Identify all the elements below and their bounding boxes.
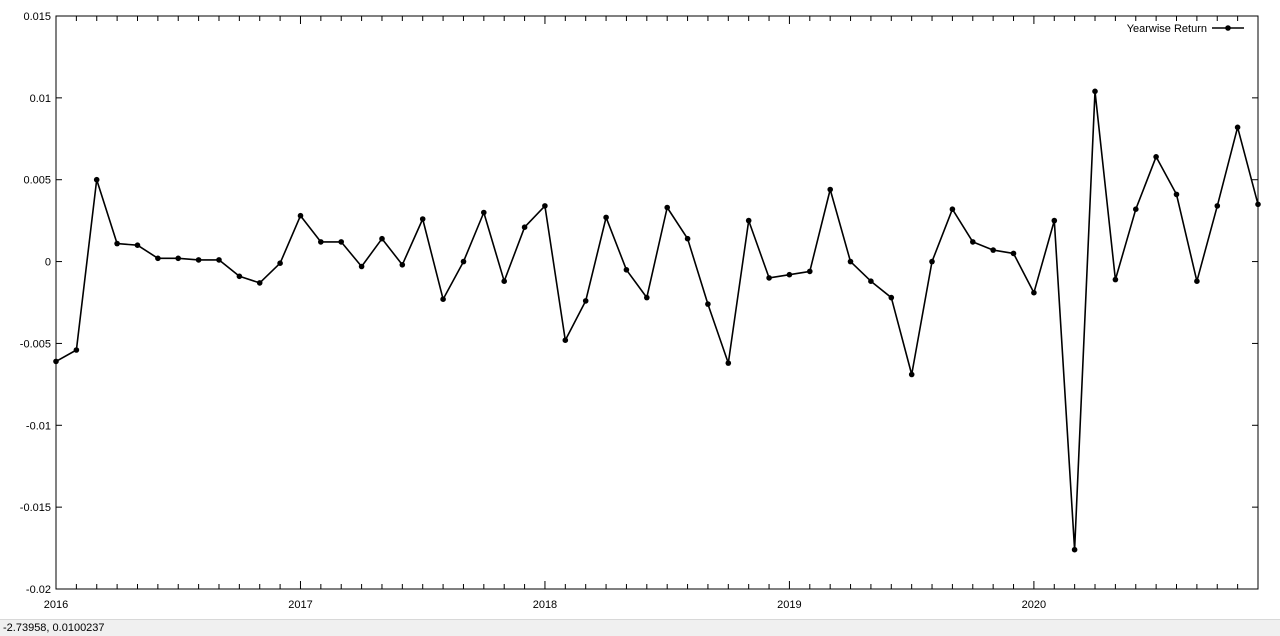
data-point[interactable]	[970, 239, 976, 245]
data-point[interactable]	[807, 268, 813, 275]
x-tick-label: 2020	[1022, 599, 1046, 611]
data-point[interactable]	[908, 371, 915, 378]
data-point[interactable]	[929, 258, 935, 265]
x-axis: 2016 2017 2018 2019 2020	[44, 16, 1259, 611]
y-tick-label: 0.015	[23, 11, 51, 23]
data-point[interactable]	[318, 239, 324, 245]
data-point[interactable]	[175, 255, 181, 262]
data-point[interactable]	[256, 280, 263, 286]
data-point[interactable]	[134, 242, 141, 248]
data-point[interactable]	[1031, 289, 1037, 296]
data-point[interactable]	[888, 294, 895, 301]
data-point[interactable]	[216, 257, 222, 263]
data-point[interactable]	[419, 216, 426, 222]
y-tick-label: 0.01	[30, 93, 51, 105]
data-point[interactable]	[358, 263, 365, 270]
data-point[interactable]	[786, 271, 793, 278]
data-point[interactable]	[1133, 206, 1139, 212]
data-point[interactable]	[338, 239, 345, 245]
plot-window[interactable]: 0.015 0.01 0.005 0 -0.005 -0.01 -0.015 -0.02 20…	[0, 0, 1280, 619]
data-point[interactable]	[827, 186, 833, 193]
data-point[interactable]	[542, 203, 548, 209]
data-point[interactable]	[195, 257, 202, 263]
plot-area[interactable]	[55, 15, 1259, 590]
data-point[interactable]	[114, 240, 120, 247]
data-point[interactable]	[460, 258, 467, 265]
y-axis: 0.015 0.01 0.005 0 -0.005 -0.01 -0.015 -0.02	[20, 11, 1258, 596]
data-point[interactable]	[562, 337, 569, 344]
legend-marker-sample	[1225, 25, 1231, 31]
data-point[interactable]	[277, 260, 283, 267]
data-point[interactable]	[93, 176, 100, 183]
data-point[interactable]	[1092, 88, 1098, 95]
data-point[interactable]	[725, 360, 732, 366]
data-point[interactable]	[236, 273, 243, 280]
data-point[interactable]	[705, 301, 711, 307]
y-tick-label: -0.005	[20, 338, 51, 350]
x-tick-label: 2017	[288, 599, 312, 611]
data-point[interactable]	[603, 214, 609, 221]
data-point[interactable]	[1010, 250, 1017, 257]
data-point[interactable]	[623, 267, 630, 273]
data-point[interactable]	[1255, 201, 1261, 208]
line-chart[interactable]: 0.015 0.01 0.005 0 -0.005 -0.01 -0.015 -0.02 20…	[0, 0, 1280, 619]
data-point[interactable]	[521, 224, 528, 230]
data-point[interactable]	[1112, 276, 1119, 283]
x-tick-label: 2019	[777, 599, 801, 611]
y-tick-label: -0.02	[26, 584, 51, 596]
y-tick-label: -0.01	[26, 420, 51, 432]
data-point[interactable]	[1214, 203, 1221, 209]
y-tick-label: -0.015	[20, 502, 51, 514]
legend-label: Yearwise Return	[1127, 23, 1207, 35]
data-point[interactable]	[1234, 124, 1241, 131]
data-point[interactable]	[1153, 154, 1159, 160]
data-point[interactable]	[1071, 546, 1078, 553]
data-point[interactable]	[644, 294, 650, 301]
data-point[interactable]	[53, 358, 59, 365]
data-point[interactable]	[949, 206, 956, 212]
data-point[interactable]	[440, 296, 446, 303]
data-point[interactable]	[766, 275, 772, 281]
data-point[interactable]	[1051, 217, 1058, 224]
x-tick-label: 2018	[533, 599, 557, 611]
data-point[interactable]	[868, 278, 874, 285]
data-point[interactable]	[399, 262, 406, 268]
series-line	[55, 90, 1259, 551]
x-tick-label: 2016	[44, 599, 68, 611]
data-point[interactable]	[297, 212, 304, 219]
data-point[interactable]	[1194, 278, 1200, 285]
data-point[interactable]	[73, 347, 80, 353]
data-point[interactable]	[582, 298, 589, 304]
status-bar: -2.73958, 0.0100237	[0, 619, 1280, 636]
data-point[interactable]	[155, 255, 161, 262]
data-point[interactable]	[1173, 191, 1180, 198]
y-tick-label: 0	[45, 257, 51, 269]
data-point[interactable]	[847, 258, 854, 265]
data-point[interactable]	[664, 204, 670, 211]
coordinate-readout: -2.73958, 0.0100237	[3, 622, 105, 634]
data-point[interactable]	[501, 278, 508, 285]
data-point[interactable]	[745, 217, 752, 224]
data-point[interactable]	[684, 235, 691, 242]
data-point[interactable]	[481, 209, 487, 216]
data-point[interactable]	[990, 247, 996, 253]
data-point[interactable]	[379, 235, 385, 242]
series-yearwise-return	[53, 88, 1261, 553]
y-tick-label: 0.005	[23, 175, 51, 187]
legend: Yearwise Return	[1127, 23, 1244, 35]
